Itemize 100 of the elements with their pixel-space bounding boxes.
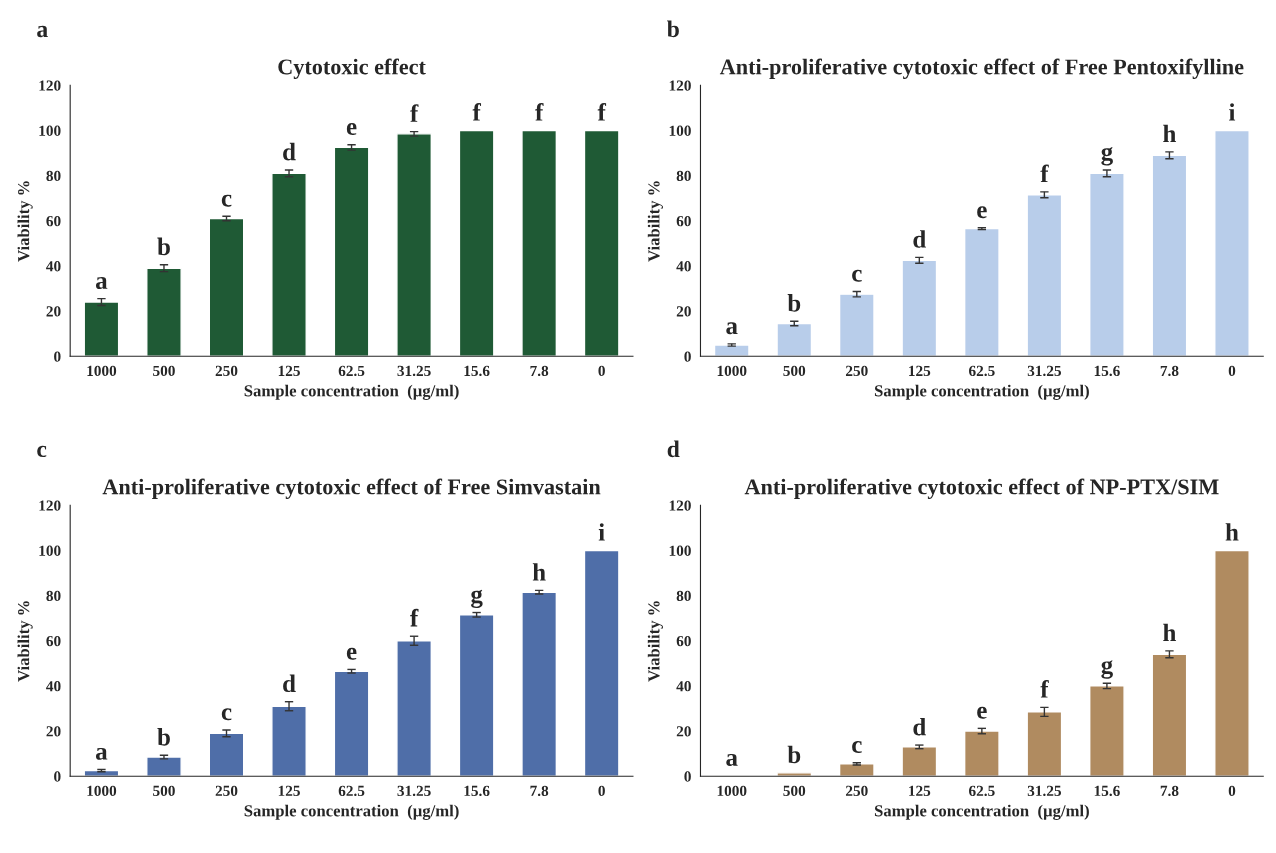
y-tick-label: 20: [46, 726, 61, 737]
y-tick-label: 100: [39, 125, 61, 136]
x-tick-label: 500: [153, 785, 175, 797]
x-tick-label: 62.5: [969, 365, 995, 377]
x-tick-label: 250: [845, 785, 868, 797]
y-tick-label: 40: [46, 261, 61, 272]
y-tick-label: 60: [46, 635, 61, 647]
data-label: f: [1040, 679, 1049, 698]
data-label: f: [535, 103, 544, 121]
data-label: f: [472, 103, 482, 121]
y-tick-label: 0: [54, 351, 61, 362]
x-tick-label: 125: [278, 365, 300, 377]
data-label: a: [726, 753, 738, 766]
y-tick-label: 100: [669, 125, 691, 136]
x-tick-label: 125: [909, 365, 931, 377]
y-tick-label: 80: [46, 170, 61, 182]
chart-title: Cytotoxic effect: [278, 58, 426, 79]
data-label: c: [852, 741, 862, 754]
x-tick-label: 1000: [717, 365, 747, 377]
data-label: a: [96, 277, 108, 290]
x-tick-label: 0: [1228, 365, 1236, 377]
x-tick-label: 0: [598, 785, 605, 797]
data-label: f: [410, 104, 419, 122]
x-tick-label: 1000: [717, 785, 747, 797]
data-label: d: [913, 230, 926, 248]
text: a: [37, 25, 48, 38]
y-tick-label: 60: [676, 635, 691, 647]
x-tick-label: 250: [215, 785, 238, 797]
data-label: g: [1101, 147, 1113, 166]
x-tick-label: 31.25: [397, 365, 431, 377]
data-label: c: [221, 194, 232, 207]
x-tick-label: 250: [845, 365, 868, 377]
data-label: h: [1163, 124, 1177, 143]
y-axis-title: Viability %: [647, 601, 663, 682]
data-label: h: [532, 563, 546, 581]
chart-title: Anti-proliferative cytotoxic effect of Free Simvastain: [102, 478, 601, 499]
y-axis-title: Viability %: [17, 601, 33, 682]
data-label: f: [410, 608, 419, 627]
x-tick-label: 15.6: [1094, 365, 1120, 377]
y-axis-title: Viability %: [17, 181, 33, 262]
x-tick-label: 31.25: [397, 785, 431, 797]
x-tick-label: 7.8: [1160, 785, 1179, 797]
x-tick-label: 15.6: [464, 365, 490, 377]
y-tick-label: 40: [676, 261, 691, 272]
x-axis-title: Sample concentration (µg/ml): [244, 804, 459, 820]
y-tick-label: 120: [39, 80, 61, 91]
y-tick-label: 120: [669, 80, 691, 91]
x-tick-label: 0: [598, 365, 605, 377]
data-label: e: [977, 706, 987, 719]
x-tick-label: 31.25: [1027, 785, 1062, 797]
x-tick-label: 15.6: [464, 785, 490, 797]
data-label: d: [913, 717, 926, 736]
data-label: i: [598, 523, 605, 541]
x-tick-label: 7.8: [530, 785, 549, 797]
x-axis-title: Sample concentration (µg/ml): [244, 384, 459, 400]
data-label: d: [283, 674, 296, 693]
x-tick-label: 7.8: [530, 365, 549, 377]
y-tick-label: 20: [46, 306, 61, 317]
y-tick-label: 0: [54, 771, 61, 782]
y-tick-label: 80: [676, 590, 691, 602]
text: c: [37, 445, 47, 458]
y-tick-label: 20: [676, 726, 691, 737]
y-tick-label: 0: [684, 771, 691, 782]
x-tick-label: 125: [278, 785, 300, 797]
x-axis-title: Sample concentration (µg/ml): [874, 384, 1089, 400]
data-label: g: [471, 589, 483, 609]
data-label: c: [852, 269, 862, 282]
y-tick-label: 100: [669, 545, 691, 556]
y-tick-label: 100: [39, 545, 61, 556]
text: d: [667, 440, 680, 458]
data-label: f: [1040, 164, 1049, 183]
data-label: h: [1225, 523, 1239, 541]
data-label: a: [726, 322, 738, 335]
x-tick-label: 125: [909, 785, 931, 797]
y-tick-label: 0: [684, 351, 691, 362]
x-axis-title: Sample concentration (µg/ml): [874, 804, 1089, 820]
data-label: e: [346, 123, 357, 136]
data-label: b: [157, 237, 170, 256]
data-label: a: [96, 747, 108, 760]
x-tick-label: 0: [1228, 785, 1236, 797]
data-label: e: [346, 647, 357, 660]
data-label: b: [787, 294, 801, 312]
y-tick-label: 80: [676, 170, 691, 182]
data-label: e: [977, 206, 987, 219]
y-tick-label: 40: [46, 681, 61, 692]
x-tick-label: 62.5: [338, 785, 365, 797]
x-tick-label: 1000: [87, 365, 117, 377]
y-tick-label: 60: [676, 215, 691, 227]
data-label: b: [157, 728, 170, 746]
y-tick-label: 80: [46, 590, 61, 602]
chart-title: Anti-proliferative cytotoxic effect of Free Pentoxifylline: [719, 58, 1244, 79]
y-tick-label: 120: [669, 500, 691, 511]
data-label: b: [787, 745, 801, 764]
data-label: c: [221, 708, 232, 721]
x-tick-label: 500: [153, 365, 175, 377]
y-tick-label: 120: [39, 500, 61, 511]
data-label: f: [597, 103, 607, 121]
x-tick-label: 7.8: [1160, 365, 1179, 377]
x-tick-label: 500: [783, 365, 806, 377]
y-axis-title: Viability %: [647, 181, 663, 262]
